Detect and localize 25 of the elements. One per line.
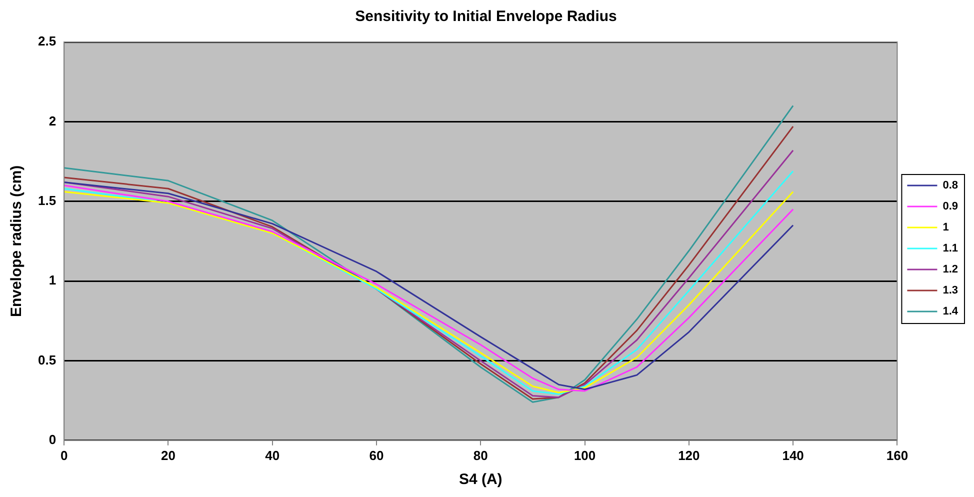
y-tick-label: 2 xyxy=(48,113,56,128)
x-tick-label: 160 xyxy=(886,448,908,463)
y-axis-title: Envelope radius (cm) xyxy=(8,165,26,318)
x-tick-label: 20 xyxy=(160,448,176,463)
legend-label: 1.1 xyxy=(942,242,958,255)
y-tick-label: 1.5 xyxy=(38,192,56,208)
chart-title: Sensitivity to Initial Envelope Radius xyxy=(355,8,617,26)
legend-label: 0.8 xyxy=(942,180,958,192)
legend-label: 1.3 xyxy=(942,284,958,297)
x-tick-label: 0 xyxy=(60,448,68,463)
x-axis-title: S4 (A) xyxy=(458,471,502,488)
y-tick-label: 0.5 xyxy=(38,352,56,368)
x-tick-label: 40 xyxy=(265,448,280,463)
legend-label: 0.9 xyxy=(942,200,958,213)
y-tick-label: 2.5 xyxy=(38,34,56,49)
x-tick-label: 120 xyxy=(678,448,700,463)
y-tick-label: 0 xyxy=(48,432,56,447)
legend-label: 1 xyxy=(942,222,949,234)
x-tick-label: 140 xyxy=(782,448,804,463)
x-tick-label: 100 xyxy=(574,448,596,463)
x-tick-label: 60 xyxy=(369,448,384,463)
legend-label: 1.2 xyxy=(942,264,958,276)
legend-label: 1.4 xyxy=(942,306,959,318)
y-tick-label: 1 xyxy=(48,272,56,288)
x-tick-label: 80 xyxy=(473,448,488,463)
